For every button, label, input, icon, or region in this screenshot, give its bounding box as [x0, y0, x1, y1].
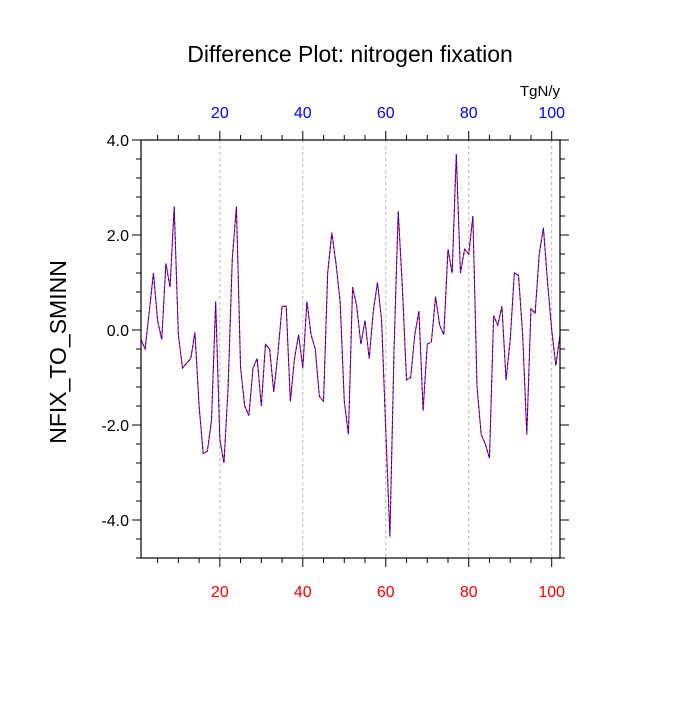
y-tick-label: 0.0: [107, 323, 129, 340]
units-label: TgN/y: [520, 83, 561, 100]
series-line-difference-overlay: [140, 154, 561, 537]
x-tick-label-bottom: 40: [294, 584, 312, 601]
x-tick-label-bottom: 100: [538, 584, 565, 601]
x-tick-label-top: 80: [460, 105, 478, 122]
y-tick-label: -2.0: [101, 418, 129, 435]
plot-frame: [140, 139, 561, 559]
y-tick-label: -4.0: [101, 513, 129, 530]
x-tick-label-top: 20: [211, 105, 229, 122]
x-tick-label-bottom: 60: [377, 584, 395, 601]
y-tick-label: 2.0: [107, 228, 129, 245]
x-tick-label-bottom: 80: [460, 584, 478, 601]
x-tick-label-top: 40: [294, 105, 312, 122]
x-tick-label-top: 60: [377, 105, 395, 122]
chart-title: Difference Plot: nitrogen fixation: [187, 41, 513, 67]
y-axis-label: NFIX_TO_SMINN: [45, 260, 71, 444]
series-layer: [140, 154, 561, 537]
x-tick-label-top: 100: [538, 105, 565, 122]
y-tick-label: 4.0: [107, 133, 129, 150]
ticks-layer: [132, 131, 569, 567]
x-tick-label-bottom: 20: [211, 584, 229, 601]
tick-labels-layer: 4.0 2.0 0.0 -2.0 -4.0 20 40 60 80 100 20 40 60 80 100: [101, 105, 565, 601]
series-line-difference: [140, 154, 561, 537]
grid-layer: [219, 140, 553, 558]
